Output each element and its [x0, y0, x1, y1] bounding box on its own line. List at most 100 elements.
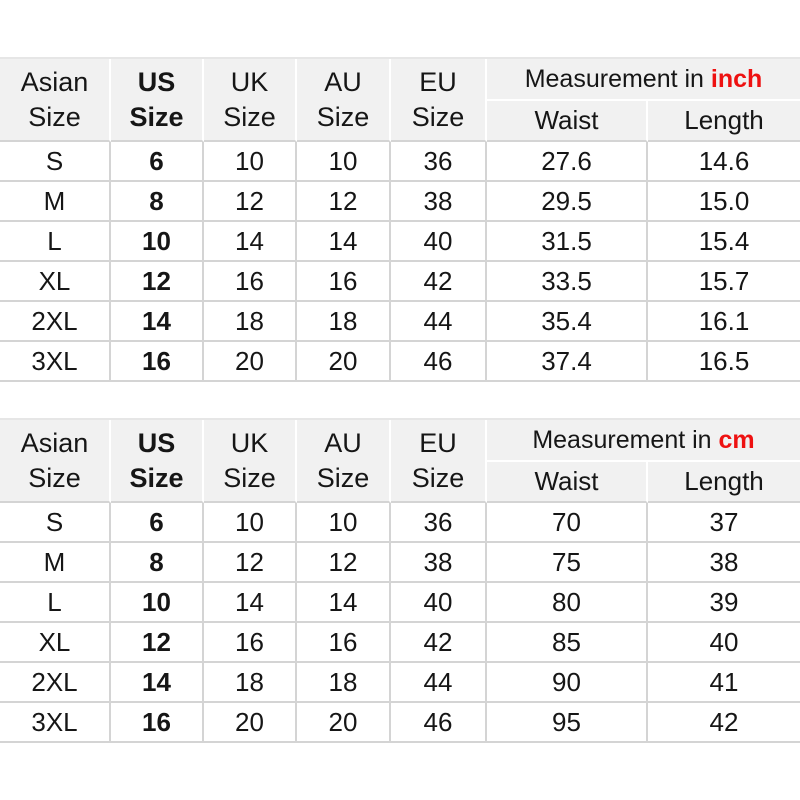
- asian-size-header: Asian Size: [0, 59, 111, 142]
- uk-size-header: UK Size: [204, 59, 297, 142]
- measurement-unit: cm: [718, 425, 755, 454]
- header-label: UK: [230, 66, 269, 97]
- uk-size-cell: 20: [204, 342, 297, 382]
- us-size-cell: 10: [111, 583, 204, 623]
- uk-size-cell: 16: [204, 623, 297, 663]
- header-label: Asian: [20, 66, 89, 97]
- table-row: 2XL 14 18 18 44 90 41: [0, 663, 800, 703]
- eu-size-cell: 46: [391, 703, 487, 743]
- table-row: XL 12 16 16 42 85 40: [0, 623, 800, 663]
- header-label: Size: [223, 462, 276, 493]
- au-size-cell: 14: [297, 583, 391, 623]
- table-row: 3XL 16 20 20 46 95 42: [0, 703, 800, 743]
- header-label: US: [137, 427, 176, 458]
- header-label: AU: [324, 66, 362, 97]
- asian-size-header: Asian Size: [0, 420, 111, 503]
- table-row: S 6 10 10 36 70 37: [0, 503, 800, 543]
- header-label: EU: [419, 427, 457, 458]
- length-cell: 37: [648, 503, 800, 543]
- waist-cell: 75: [487, 543, 648, 583]
- uk-size-cell: 12: [204, 182, 297, 222]
- waist-header: Waist: [487, 462, 648, 503]
- header-label: Size: [316, 101, 370, 132]
- waist-cell: 29.5: [487, 182, 648, 222]
- asian-size-cell: 3XL: [0, 703, 111, 743]
- eu-size-cell: 36: [391, 503, 487, 543]
- asian-size-cell: 3XL: [0, 342, 111, 382]
- eu-size-cell: 42: [391, 262, 487, 302]
- us-size-header: US Size: [111, 420, 204, 503]
- length-header: Length: [648, 462, 800, 503]
- us-size-cell: 12: [111, 262, 204, 302]
- measurement-prefix: Measurement in: [532, 425, 719, 454]
- waist-cell: 95: [487, 703, 648, 743]
- size-table-inch: Asian Size US Size UK Size AU Size EU: [0, 57, 800, 382]
- table-row: 3XL 16 20 20 46 37.4 16.5: [0, 342, 800, 382]
- waist-cell: 80: [487, 583, 648, 623]
- length-cell: 40: [648, 623, 800, 663]
- us-size-cell: 12: [111, 623, 204, 663]
- us-size-cell: 14: [111, 663, 204, 703]
- header-label: UK: [230, 427, 269, 458]
- asian-size-cell: XL: [0, 262, 111, 302]
- asian-size-cell: L: [0, 583, 111, 623]
- header-row: Asian Size US Size UK Size AU Size EU: [0, 420, 800, 503]
- uk-size-cell: 10: [204, 142, 297, 182]
- au-size-cell: 20: [297, 703, 391, 743]
- au-size-cell: 10: [297, 142, 391, 182]
- us-size-cell: 16: [111, 703, 204, 743]
- waist-cell: 33.5: [487, 262, 648, 302]
- subheader-row: Waist Length: [0, 101, 800, 142]
- us-size-cell: 6: [111, 142, 204, 182]
- eu-size-cell: 42: [391, 623, 487, 663]
- waist-cell: 31.5: [487, 222, 648, 262]
- asian-size-cell: S: [0, 142, 111, 182]
- uk-size-cell: 10: [204, 503, 297, 543]
- eu-size-cell: 40: [391, 583, 487, 623]
- header-label: US: [137, 66, 176, 97]
- eu-size-cell: 44: [391, 663, 487, 703]
- us-size-cell: 10: [111, 222, 204, 262]
- eu-size-header: EU Size: [391, 59, 487, 142]
- header-label: Size: [223, 101, 276, 132]
- us-size-cell: 6: [111, 503, 204, 543]
- header-label: Size: [316, 462, 370, 493]
- table-row: S 6 10 10 36 27.6 14.6: [0, 142, 800, 182]
- measurement-unit: inch: [710, 64, 763, 93]
- us-size-cell: 8: [111, 543, 204, 583]
- length-cell: 38: [648, 543, 800, 583]
- measurement-header-cm: Measurement in cm: [487, 420, 800, 462]
- length-cell: 15.4: [648, 222, 800, 262]
- uk-size-cell: 14: [204, 583, 297, 623]
- length-cell: 15.0: [648, 182, 800, 222]
- eu-size-cell: 40: [391, 222, 487, 262]
- measurement-header-inch: Measurement in inch: [487, 59, 800, 101]
- au-size-header: AU Size: [297, 59, 391, 142]
- uk-size-cell: 20: [204, 703, 297, 743]
- eu-size-cell: 38: [391, 543, 487, 583]
- uk-size-cell: 18: [204, 302, 297, 342]
- asian-size-cell: M: [0, 543, 111, 583]
- asian-size-cell: 2XL: [0, 302, 111, 342]
- waist-cell: 90: [487, 663, 648, 703]
- us-size-header: US Size: [111, 59, 204, 142]
- au-size-cell: 18: [297, 302, 391, 342]
- header-label: EU: [419, 66, 457, 97]
- table-row: L 10 14 14 40 31.5 15.4: [0, 222, 800, 262]
- table-row: 2XL 14 18 18 44 35.4 16.1: [0, 302, 800, 342]
- header-label: Size: [28, 101, 81, 132]
- table-row: M 8 12 12 38 29.5 15.0: [0, 182, 800, 222]
- au-size-cell: 20: [297, 342, 391, 382]
- length-cell: 14.6: [648, 142, 800, 182]
- subheader-row: Waist Length: [0, 462, 800, 503]
- au-size-cell: 16: [297, 623, 391, 663]
- header-row: Asian Size US Size UK Size AU Size EU: [0, 59, 800, 142]
- uk-size-header: UK Size: [204, 420, 297, 503]
- asian-size-cell: M: [0, 182, 111, 222]
- eu-size-cell: 46: [391, 342, 487, 382]
- uk-size-cell: 18: [204, 663, 297, 703]
- waist-cell: 70: [487, 503, 648, 543]
- au-size-cell: 10: [297, 503, 391, 543]
- waist-cell: 35.4: [487, 302, 648, 342]
